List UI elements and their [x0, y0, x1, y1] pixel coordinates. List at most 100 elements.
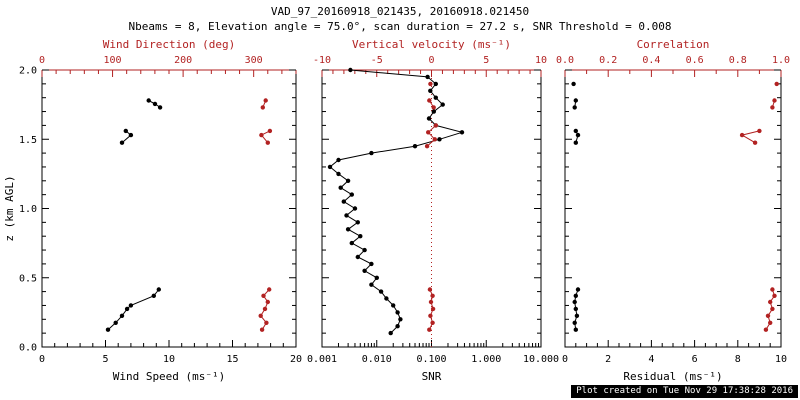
top-tick-label: 5 — [483, 55, 489, 66]
data-point — [344, 213, 349, 218]
data-point — [574, 313, 580, 318]
data-point — [119, 313, 125, 318]
top-tick-label: 0.0 — [556, 55, 574, 66]
data-point — [573, 140, 578, 145]
data-point — [152, 101, 158, 107]
data-point — [763, 327, 769, 332]
data-point — [770, 306, 775, 312]
top-tick-label: 0 — [39, 55, 45, 66]
top-tick-label: 10 — [535, 55, 547, 66]
data-point — [575, 287, 581, 292]
data-point — [398, 317, 403, 322]
data-point — [752, 140, 758, 145]
data-point — [772, 293, 777, 298]
data-point — [156, 287, 161, 292]
series-line — [740, 130, 760, 144]
x-tick-label: 8 — [735, 354, 741, 365]
data-point — [765, 313, 771, 318]
data-point — [362, 247, 367, 253]
series-snr-profile — [327, 67, 465, 336]
top-tick-label: 200 — [174, 55, 192, 66]
data-point — [571, 81, 576, 87]
plot-subtitle: Nbeams = 8, Elevation angle = 75.0°, sca… — [128, 20, 672, 33]
data-point — [264, 320, 269, 325]
data-point — [261, 293, 266, 298]
data-point — [427, 287, 433, 292]
data-point — [267, 287, 272, 292]
data-point — [123, 128, 128, 134]
y-tick-label: 0.0 — [19, 343, 37, 354]
top-axis-title: Vertical velocity (ms⁻¹) — [352, 38, 511, 51]
panel-residual: 0 2 4 6 8 10 0.0 0.2 0.4 0.6 0.8 1.0 Residual (ms⁻¹)… — [556, 38, 790, 383]
data-point — [384, 296, 389, 301]
series-wind-speed — [105, 98, 163, 332]
data-point — [770, 105, 775, 110]
panel-snr: 0.001 0.010 0.100 1.000 10.000 -10 -5 0 5 10 SNR Ve… — [307, 38, 559, 383]
data-point — [362, 268, 367, 273]
data-point — [459, 130, 465, 135]
data-point — [428, 299, 434, 305]
data-point — [369, 261, 374, 267]
x-tick-label: 0.010 — [362, 354, 392, 365]
data-point — [772, 98, 777, 103]
panel-frame — [564, 70, 782, 348]
plot-title: VAD_97_20160918_021435, 20160918.021450 — [270, 5, 530, 18]
data-point — [265, 140, 270, 145]
data-point — [369, 282, 374, 287]
data-point — [151, 293, 156, 298]
data-point — [338, 185, 343, 190]
data-point — [355, 254, 360, 260]
data-point — [157, 105, 163, 110]
x-tick-label: 10.000 — [523, 354, 559, 365]
data-point — [124, 306, 130, 312]
data-point — [432, 137, 437, 142]
data-point — [146, 98, 151, 103]
data-point — [391, 303, 396, 308]
x-tick-label: 10 — [163, 354, 175, 365]
data-point — [573, 327, 578, 332]
data-point — [431, 109, 436, 114]
data-point — [378, 289, 384, 294]
x-tick-label: 10 — [775, 354, 787, 365]
data-point — [395, 324, 400, 329]
data-point — [573, 293, 578, 298]
x-tick-label: 5 — [102, 354, 108, 365]
data-point — [433, 95, 438, 100]
data-point — [430, 306, 436, 312]
data-point — [345, 227, 351, 232]
data-point — [440, 102, 445, 107]
data-point — [427, 98, 432, 103]
x-tick-label: 0 — [39, 354, 45, 365]
x-tick-label: 15 — [226, 354, 238, 365]
data-point — [105, 327, 111, 332]
top-tick-label: 0.2 — [599, 55, 617, 66]
x-tick-label: 0.100 — [416, 354, 446, 365]
data-point — [774, 81, 779, 87]
data-point — [128, 132, 134, 138]
top-tick-label: 1.0 — [772, 55, 790, 66]
top-tick-label: 0.6 — [686, 55, 704, 66]
data-point — [768, 320, 773, 325]
data-point — [258, 313, 263, 318]
x-tick-label: 6 — [692, 354, 698, 365]
data-point — [412, 144, 418, 149]
data-point — [426, 116, 432, 121]
data-point — [573, 98, 578, 103]
data-point — [575, 132, 581, 138]
data-point — [352, 206, 358, 211]
y-tick-label: 1.0 — [19, 204, 37, 215]
top-tick-label: -10 — [313, 55, 331, 66]
data-point — [757, 128, 762, 134]
x-axis-title: Wind Speed (ms⁻¹) — [113, 370, 226, 383]
data-point — [433, 123, 439, 128]
data-point — [349, 240, 354, 246]
x-tick-label: 4 — [648, 354, 654, 365]
data-point — [358, 234, 363, 239]
series-residual — [571, 81, 581, 332]
data-point — [263, 98, 268, 103]
x-tick-label: 2 — [605, 354, 611, 365]
data-point — [425, 74, 430, 80]
plot-created-timestamp: Plot created on Tue Nov 29 17:38:28 2016 — [571, 385, 798, 398]
top-tick-label: 0.8 — [729, 55, 747, 66]
